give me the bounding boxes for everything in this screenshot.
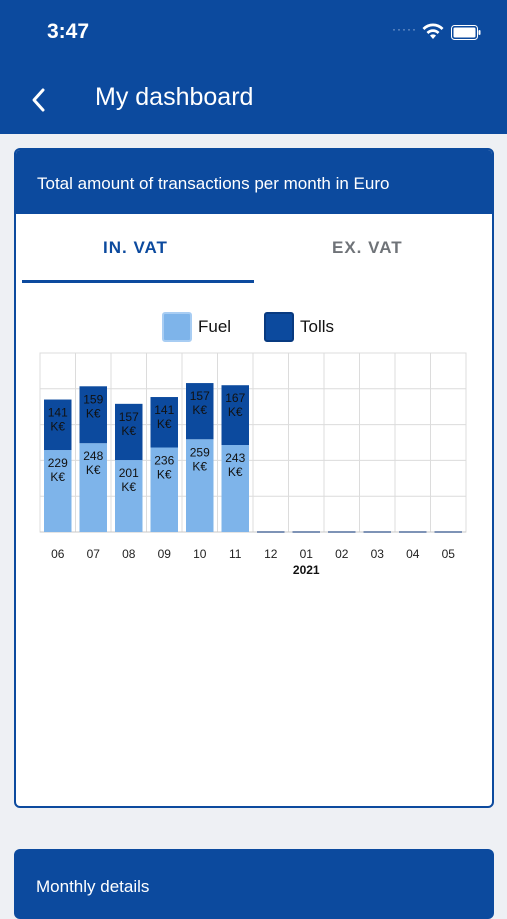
- bar-tolls: [150, 397, 178, 448]
- bar-label-fuel-value: 236: [154, 454, 174, 468]
- legend-tolls: Tolls: [264, 311, 334, 343]
- signal-dots-icon: ·····: [392, 22, 417, 36]
- wifi-icon: [422, 23, 444, 39]
- bar-label-fuel-value: 259: [190, 445, 210, 459]
- x-tick-label: 05: [442, 547, 456, 561]
- bar-label-fuel-value: 248: [83, 449, 103, 463]
- bar-label-tolls-unit: K€: [86, 406, 101, 420]
- bar-fuel: [221, 445, 249, 532]
- bar-label-tolls-value: 141: [48, 406, 68, 420]
- x-tick-label: 07: [87, 547, 101, 561]
- bar-label-tolls-unit: K€: [121, 424, 136, 438]
- bar-tolls: [44, 399, 72, 451]
- bar-label-tolls-unit: K€: [228, 405, 243, 419]
- bar-label-tolls-unit: K€: [192, 403, 207, 417]
- bar-fuel: [115, 460, 143, 532]
- x-year-label: 2021: [293, 563, 320, 577]
- x-tick-label: 04: [406, 547, 420, 561]
- x-tick-label: 11: [229, 547, 242, 561]
- x-tick-label: 03: [371, 547, 385, 561]
- bar-label-tolls-value: 157: [190, 389, 210, 403]
- bar-label-fuel-unit: K€: [192, 459, 207, 473]
- x-tick-label: 10: [193, 547, 207, 561]
- battery-icon: [451, 25, 481, 40]
- bar-label-fuel-unit: K€: [228, 465, 243, 479]
- back-button[interactable]: [20, 80, 60, 120]
- bar-label-fuel-value: 201: [119, 466, 139, 480]
- bar-label-tolls-value: 141: [154, 403, 174, 417]
- bar-label-tolls-unit: K€: [157, 417, 172, 431]
- bar-label-fuel-value: 243: [225, 451, 245, 465]
- bar-tolls: [115, 403, 143, 461]
- chevron-left-icon: [32, 88, 45, 112]
- bar-label-tolls-value: 157: [119, 410, 139, 424]
- bar-label-fuel-value: 229: [48, 456, 68, 470]
- bar-fuel: [79, 443, 107, 532]
- bar-tolls: [186, 383, 214, 440]
- x-tick-label: 02: [335, 547, 349, 561]
- page-title: My dashboard: [95, 83, 254, 111]
- legend-label-fuel: Fuel: [198, 317, 232, 336]
- x-tick-label: 09: [158, 547, 172, 561]
- bar-fuel: [44, 450, 72, 532]
- stacked-bar-chart: 141K€229K€06159K€248K€07157K€201K€08141K…: [39, 352, 467, 577]
- tab-in-vat[interactable]: IN. VAT: [103, 238, 168, 257]
- legend-fuel: Fuel: [162, 311, 231, 343]
- transactions-card: Total amount of transactions per month i…: [14, 148, 494, 808]
- status-time: 3:47: [47, 20, 90, 43]
- x-tick-label: 06: [51, 547, 65, 561]
- x-tick-label: 12: [264, 547, 278, 561]
- bar-tolls: [221, 385, 249, 446]
- monthly-details-card[interactable]: Monthly details: [14, 849, 494, 919]
- x-tick-label: 01: [300, 547, 314, 561]
- bar-label-tolls-unit: K€: [50, 420, 65, 434]
- tab-selected-indicator: [22, 280, 254, 283]
- monthly-details-title: Monthly details: [36, 877, 150, 896]
- card-title: Total amount of transactions per month i…: [16, 150, 492, 214]
- legend-swatch-tolls: [264, 312, 294, 342]
- bar-fuel: [186, 439, 214, 532]
- legend-swatch-fuel: [162, 312, 192, 342]
- bar-label-fuel-unit: K€: [121, 480, 136, 494]
- app-header: 3:47 ····· My dashboard: [0, 0, 507, 134]
- x-tick-label: 08: [122, 547, 136, 561]
- bar-label-fuel-unit: K€: [157, 468, 172, 482]
- bar-label-tolls-value: 167: [225, 391, 245, 405]
- bar-tolls: [79, 386, 107, 444]
- bar-label-fuel-unit: K€: [50, 470, 65, 484]
- bar-fuel: [150, 447, 178, 532]
- bar-label-tolls-value: 159: [83, 392, 103, 406]
- legend-label-tolls: Tolls: [300, 317, 335, 336]
- bar-label-fuel-unit: K€: [86, 463, 101, 477]
- tab-ex-vat[interactable]: EX. VAT: [332, 238, 403, 257]
